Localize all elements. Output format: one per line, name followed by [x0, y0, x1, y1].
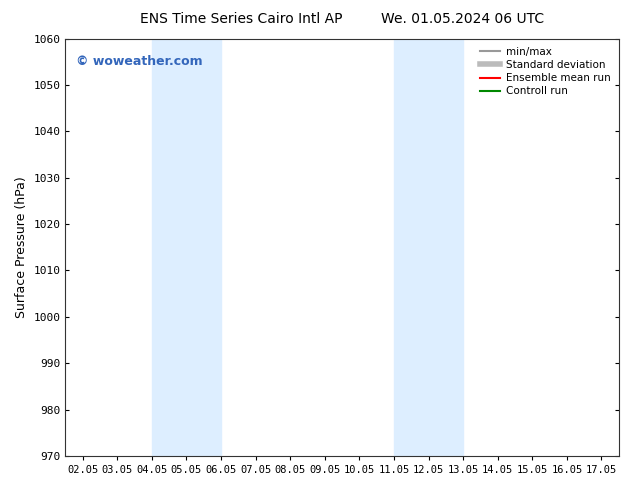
Text: ENS Time Series Cairo Intl AP: ENS Time Series Cairo Intl AP — [139, 12, 342, 26]
Bar — [152, 39, 221, 456]
Bar — [394, 39, 463, 456]
Text: We. 01.05.2024 06 UTC: We. 01.05.2024 06 UTC — [381, 12, 545, 26]
Legend: min/max, Standard deviation, Ensemble mean run, Controll run: min/max, Standard deviation, Ensemble me… — [477, 44, 614, 99]
Y-axis label: Surface Pressure (hPa): Surface Pressure (hPa) — [15, 176, 28, 318]
Text: © woweather.com: © woweather.com — [77, 55, 203, 68]
